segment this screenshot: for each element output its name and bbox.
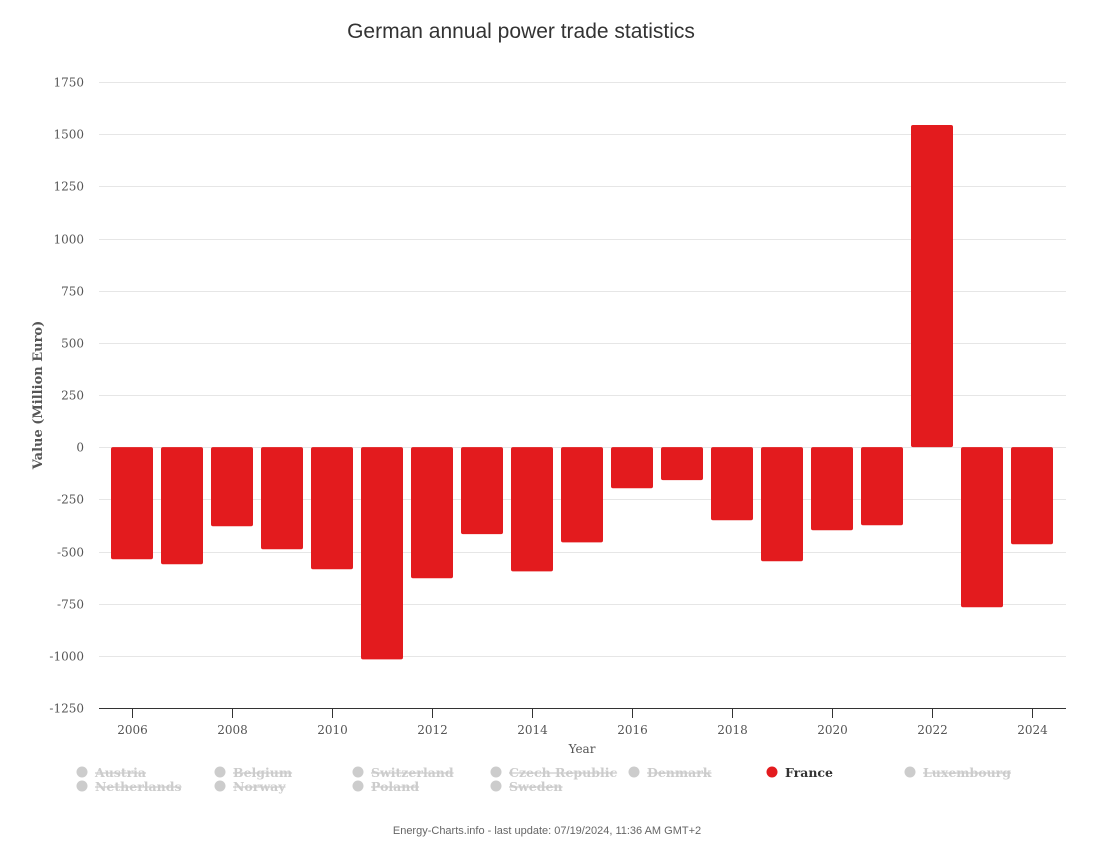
bar-2018[interactable] — [711, 447, 753, 521]
y-tick-label: 1500 — [53, 128, 84, 142]
y-axis-ticks: 1750 1500 1250 1000 750 500 250 0 -250 -500 -750 -1… — [49, 76, 84, 716]
legend: Austria Belgium Switzerland Czech Republic D… — [76, 765, 1012, 794]
y-tick-label: 750 — [61, 285, 84, 299]
bar-2021[interactable] — [861, 447, 903, 526]
legend-marker-icon — [214, 766, 226, 778]
legend-label: Switzerland — [371, 765, 454, 780]
x-tick-label: 2006 — [117, 723, 148, 737]
x-tick-label: 2018 — [717, 723, 748, 737]
legend-label: Norway — [233, 779, 286, 794]
y-tick-label: -250 — [57, 493, 84, 507]
legend-item-czech-republic[interactable]: Czech Republic — [490, 765, 618, 780]
legend-item-poland[interactable]: Poland — [352, 779, 420, 794]
y-tick-label: -750 — [57, 598, 84, 612]
legend-item-austria[interactable]: Austria — [76, 765, 147, 780]
bar-2016[interactable] — [611, 447, 653, 489]
bar-2012[interactable] — [411, 447, 453, 579]
legend-item-france[interactable]: France — [766, 765, 834, 780]
legend-item-norway[interactable]: Norway — [214, 779, 287, 794]
legend-marker-icon — [490, 766, 502, 778]
legend-item-denmark[interactable]: Denmark — [628, 765, 712, 780]
chart-title: German annual power trade statistics — [347, 20, 695, 43]
bar-2013[interactable] — [461, 447, 503, 535]
bar-2015[interactable] — [561, 447, 603, 543]
y-tick-label: 0 — [76, 441, 84, 455]
legend-marker-icon — [766, 766, 778, 778]
bar-2008[interactable] — [211, 447, 253, 527]
bar-2011[interactable] — [361, 447, 403, 660]
legend-label: Sweden — [509, 779, 563, 794]
legend-label: Czech Republic — [509, 765, 617, 780]
legend-item-netherlands[interactable]: Netherlands — [76, 779, 182, 794]
legend-item-luxembourg[interactable]: Luxembourg — [904, 765, 1012, 780]
bar-2009[interactable] — [261, 447, 303, 550]
bar-2014[interactable] — [511, 447, 553, 572]
y-tick-label: -1250 — [49, 702, 84, 716]
legend-marker-icon — [352, 766, 364, 778]
x-tick-label: 2014 — [517, 723, 548, 737]
legend-label: Luxembourg — [923, 765, 1011, 780]
x-tick-label: 2022 — [917, 723, 948, 737]
bar-2017[interactable] — [661, 447, 703, 481]
y-axis-label: Value (Million Euro) — [31, 321, 46, 470]
x-axis-label: Year — [568, 742, 596, 756]
y-tick-label: -1000 — [49, 650, 84, 664]
legend-label: Denmark — [647, 765, 712, 780]
legend-marker-icon — [490, 780, 502, 792]
y-tick-label: 1250 — [53, 180, 84, 194]
x-axis-ticks: 2006 2008 2010 2012 2014 2016 2018 2020 2022 2024 — [117, 708, 1048, 737]
legend-marker-icon — [76, 766, 88, 778]
y-tick-label: -500 — [57, 546, 84, 560]
legend-marker-icon — [628, 766, 640, 778]
legend-marker-icon — [904, 766, 916, 778]
legend-item-sweden[interactable]: Sweden — [490, 779, 563, 794]
bar-2020[interactable] — [811, 447, 853, 531]
legend-item-switzerland[interactable]: Switzerland — [352, 765, 454, 780]
legend-label: Netherlands — [95, 779, 182, 794]
x-tick-label: 2012 — [417, 723, 448, 737]
bars — [111, 124, 1053, 660]
y-tick-label: 250 — [61, 389, 84, 403]
legend-label: Austria — [94, 765, 146, 780]
y-tick-label: 1750 — [53, 76, 84, 90]
legend-marker-icon — [214, 780, 226, 792]
y-tick-label: 1000 — [53, 233, 84, 247]
legend-item-belgium[interactable]: Belgium — [214, 765, 293, 780]
legend-label: France — [785, 765, 833, 780]
x-tick-label: 2020 — [817, 723, 848, 737]
legend-marker-icon — [76, 780, 88, 792]
legend-marker-icon — [352, 780, 364, 792]
y-tick-label: 500 — [61, 337, 84, 351]
bar-2007[interactable] — [161, 447, 203, 565]
bar-2024[interactable] — [1011, 447, 1053, 545]
bar-2022[interactable] — [911, 124, 953, 448]
legend-label: Poland — [371, 779, 419, 794]
credit-text[interactable]: Energy-Charts.info - last update: 07/19/… — [393, 825, 701, 837]
bar-2006[interactable] — [111, 447, 153, 560]
x-tick-label: 2016 — [617, 723, 648, 737]
legend-label: Belgium — [233, 765, 292, 780]
x-tick-label: 2024 — [1017, 723, 1048, 737]
bar-2019[interactable] — [761, 447, 803, 562]
x-tick-label: 2010 — [317, 723, 348, 737]
bar-2023[interactable] — [961, 447, 1003, 608]
x-tick-label: 2008 — [217, 723, 248, 737]
bar-2010[interactable] — [311, 447, 353, 570]
